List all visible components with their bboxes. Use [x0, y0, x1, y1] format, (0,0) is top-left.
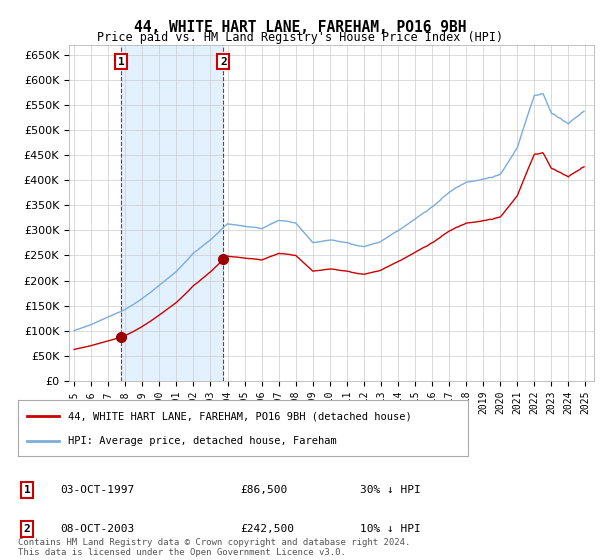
Text: 10% ↓ HPI: 10% ↓ HPI — [360, 524, 421, 534]
Text: 44, WHITE HART LANE, FAREHAM, PO16 9BH (detached house): 44, WHITE HART LANE, FAREHAM, PO16 9BH (… — [67, 411, 411, 421]
Text: 2: 2 — [220, 57, 227, 67]
Text: 2: 2 — [23, 524, 31, 534]
Text: £86,500: £86,500 — [240, 485, 287, 495]
Text: Contains HM Land Registry data © Crown copyright and database right 2024.
This d: Contains HM Land Registry data © Crown c… — [18, 538, 410, 557]
Text: £242,500: £242,500 — [240, 524, 294, 534]
Text: 44, WHITE HART LANE, FAREHAM, PO16 9BH: 44, WHITE HART LANE, FAREHAM, PO16 9BH — [134, 20, 466, 35]
Text: 08-OCT-2003: 08-OCT-2003 — [60, 524, 134, 534]
Text: 1: 1 — [118, 57, 124, 67]
Bar — [121, 45, 223, 381]
Text: 30% ↓ HPI: 30% ↓ HPI — [360, 485, 421, 495]
Text: Price paid vs. HM Land Registry's House Price Index (HPI): Price paid vs. HM Land Registry's House … — [97, 31, 503, 44]
Text: HPI: Average price, detached house, Fareham: HPI: Average price, detached house, Fare… — [67, 436, 336, 446]
Text: 03-OCT-1997: 03-OCT-1997 — [60, 485, 134, 495]
Text: 1: 1 — [23, 485, 31, 495]
